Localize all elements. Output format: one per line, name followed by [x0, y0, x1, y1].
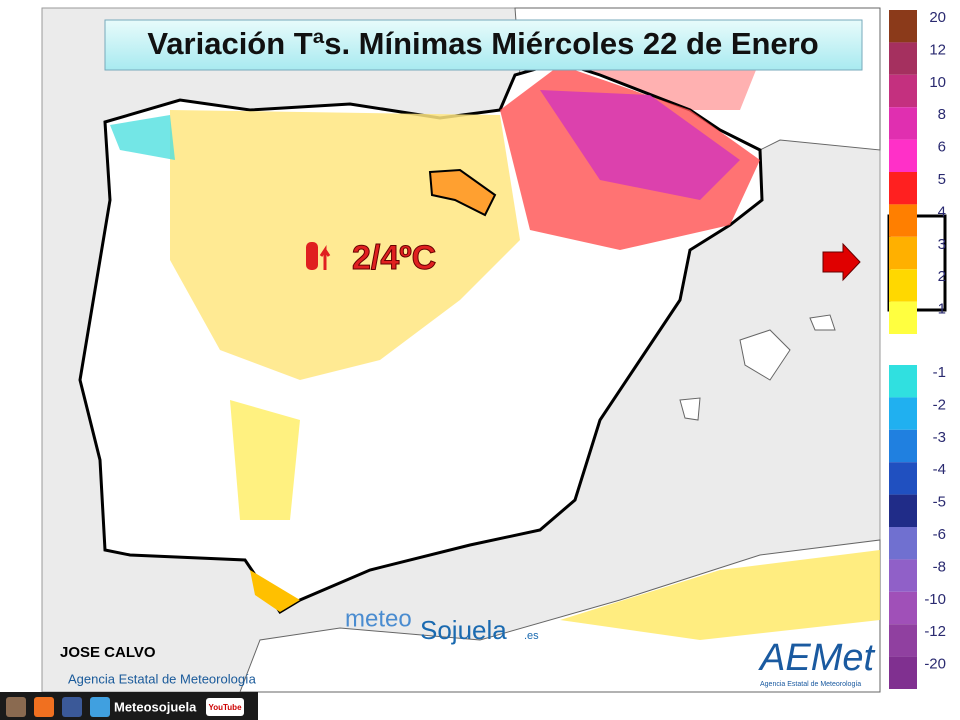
title: Variación Tªs. Mínimas Miércoles 22 de E…	[147, 26, 818, 61]
aemet-logo: AEMet	[758, 637, 875, 679]
legend-swatch	[889, 269, 917, 302]
la-rioja	[428, 168, 497, 217]
legend-label: 8	[938, 106, 946, 123]
legend-swatch	[889, 42, 917, 75]
legend-swatch	[889, 236, 917, 270]
legend-swatch	[889, 656, 917, 689]
warm-area	[250, 570, 300, 612]
legend-label: 3	[938, 236, 946, 253]
legend-swatch	[889, 494, 917, 527]
legend-swatch	[889, 107, 917, 140]
legend-label: 4	[938, 203, 946, 220]
annotation: 2/4ºC	[352, 239, 436, 277]
up-arrow	[319, 245, 331, 270]
legend-label: 2	[938, 268, 946, 285]
legend-swatch	[889, 624, 917, 657]
legend-label: -4	[933, 461, 946, 478]
legend-label: -12	[924, 623, 946, 640]
footer-brand: Meteosojuela	[114, 699, 197, 714]
agency: Agencia Estatal de Meteorología	[68, 671, 257, 686]
legend-label: 10	[929, 74, 946, 91]
legend-swatch	[889, 397, 917, 430]
author: JOSE CALVO	[60, 644, 156, 661]
island	[679, 397, 701, 421]
legend-label: -2	[933, 396, 946, 413]
legend-swatch	[889, 74, 917, 108]
thermometer-icon	[306, 242, 318, 270]
legend: 20 12 10 8 6 5 4 3 2 1 -1 -2 -3 -4 -5 -6 -8 -10 -12 -20	[889, 9, 946, 689]
twitter-icon[interactable]	[90, 697, 110, 717]
youtube-label: YouTube	[208, 703, 242, 712]
title-box	[104, 19, 863, 71]
legend-swatch	[889, 10, 917, 43]
legend-label: -5	[933, 494, 946, 511]
island	[739, 329, 791, 381]
aemet-subtitle: Agencia Estatal de Meteorología	[760, 681, 861, 688]
legend-label: -10	[924, 591, 946, 608]
legend-label: -6	[933, 526, 946, 543]
legend-label: 5	[938, 171, 946, 188]
legend-label: 6	[938, 139, 946, 156]
legend-swatch	[889, 429, 917, 463]
cold-area	[110, 115, 175, 160]
legend-swatch	[889, 462, 917, 495]
legend-swatch	[889, 301, 917, 334]
legend-swatch	[889, 139, 917, 172]
island	[809, 314, 836, 331]
arrow	[822, 242, 861, 282]
legend-label: -20	[924, 656, 946, 673]
legend-label: -1	[933, 364, 946, 381]
blogger-icon[interactable]	[34, 697, 54, 717]
legend-label: 20	[929, 9, 946, 26]
warm-area	[560, 550, 880, 640]
legend-swatch	[889, 365, 917, 398]
legend-label: 12	[929, 41, 946, 58]
legend-label: -3	[933, 429, 946, 446]
logo-es: .es	[524, 630, 539, 642]
legend-label: -8	[933, 558, 946, 575]
youtube-button[interactable]	[206, 698, 244, 716]
instagram-icon[interactable]	[6, 697, 26, 717]
legend-swatch	[889, 591, 917, 625]
legend-swatch	[889, 204, 917, 237]
legend-swatch	[889, 527, 917, 560]
legend-label: 1	[938, 301, 946, 318]
legend-swatch	[889, 559, 917, 592]
very-hot-area	[540, 90, 740, 200]
logo-meteo: meteo	[345, 605, 412, 632]
legend-swatch	[889, 172, 917, 205]
warm-area	[230, 400, 300, 520]
facebook-icon[interactable]	[62, 697, 82, 717]
logo-sojuela: Sojuela	[420, 615, 507, 645]
